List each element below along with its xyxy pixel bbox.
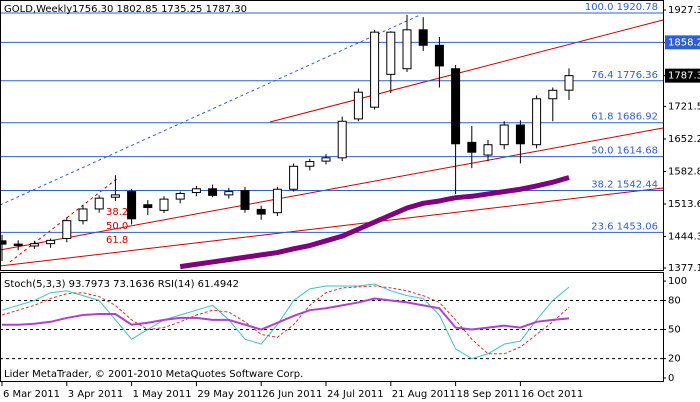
candle-body (467, 141, 477, 153)
x-tick-label: 3 Apr 2011 (68, 389, 123, 400)
candle-body (370, 31, 380, 108)
candle-body (499, 124, 509, 146)
trend-line (0, 14, 421, 206)
fib-label: 61.8 1686.92 (591, 112, 658, 123)
y-tick-label: 1444.30 (668, 231, 700, 242)
fib-small-label: 38.2 (106, 207, 128, 218)
candle-body (175, 192, 185, 200)
y-tick-label: 1582.84 (668, 167, 700, 178)
y-tick-label: 1377.10 (668, 263, 700, 274)
trend-line (0, 187, 664, 267)
price-label-box (665, 35, 700, 50)
fib-line (9, 177, 119, 263)
price-label-box (665, 68, 700, 83)
candle-body (353, 91, 363, 120)
candle-body (29, 243, 39, 247)
fib-label: 38.2 1542.44 (591, 179, 658, 190)
trend-line (0, 127, 664, 251)
x-tick-label: 21 Aug 2011 (392, 389, 456, 400)
ohlc-header: 1756.30 1802.85 1735.25 1787.30 (72, 4, 247, 15)
y-tick-label: 1652.20 (668, 134, 700, 145)
candle-body (62, 220, 72, 239)
candle-body (224, 191, 234, 196)
candle-body (418, 29, 428, 46)
indicator-line (1, 285, 570, 355)
candle-body (289, 165, 299, 190)
y-tick-label: 20 (668, 354, 681, 365)
candle-body (305, 161, 315, 167)
y-tick-label: 1787.30 (668, 71, 700, 82)
x-tick-label: 1 May 2011 (133, 389, 192, 400)
candle-body (159, 198, 169, 211)
chart-title: GOLD,Weekly (4, 4, 72, 15)
footer: Lider MetaTrader, © 2001-2010 MetaQuotes… (4, 369, 303, 380)
candle-body (337, 120, 347, 159)
x-tick-label: 24 Jul 2011 (327, 389, 384, 400)
x-tick-label: 16 Oct 2011 (521, 389, 583, 400)
indicator-panel-border (0, 272, 664, 382)
x-tick-label: 29 May 2011 (197, 389, 262, 400)
candle-body (272, 188, 282, 214)
candle-body (515, 124, 525, 145)
candle-body (240, 190, 250, 210)
main-panel-border (0, 0, 664, 271)
fib-small-label: 61.8 (106, 235, 128, 246)
indicator-title: Stoch(5,3,3) 93.7973 73.1636 RSI(14) 61.… (4, 279, 239, 290)
y-tick-label: 0 (668, 373, 674, 384)
candle-body (0, 240, 7, 245)
fib-small-label: 50.0 (106, 221, 128, 232)
candle-body (402, 29, 412, 70)
candle-body (548, 89, 558, 100)
fib-label: 76.4 1776.36 (591, 70, 658, 81)
fib-label: 50.0 1614.68 (591, 146, 658, 157)
y-tick-label: 50 (668, 325, 681, 336)
candle-body (191, 188, 201, 194)
trend-line (269, 19, 664, 123)
y-tick-label: 80 (668, 295, 681, 306)
candle-body (46, 239, 56, 245)
candle-body (321, 157, 331, 162)
candle-body (564, 75, 574, 91)
candle-body (110, 194, 120, 198)
moving-average (179, 175, 570, 270)
x-tick-label: 18 Sep 2011 (457, 389, 520, 400)
candle-body (434, 44, 444, 67)
fib-label: 23.6 1453.06 (591, 221, 658, 232)
y-tick-label: 1858.24 (668, 37, 700, 48)
candle-body (13, 243, 23, 247)
indicator-line (2, 297, 570, 331)
x-tick-label: 6 Mar 2011 (3, 389, 60, 400)
candle-body (143, 204, 153, 209)
candle-body (256, 208, 266, 215)
y-tick-label: 1927.30 (668, 5, 700, 16)
trend-lines (0, 14, 664, 267)
x-tick-label: 26 Jun 2011 (262, 389, 322, 400)
indicator-line (1, 283, 570, 360)
candle-body (451, 68, 461, 145)
candle-body (483, 144, 493, 156)
y-tick-label: 1513.60 (668, 199, 700, 210)
candle-body (78, 208, 88, 222)
candle-body (386, 31, 396, 75)
candle-body (127, 191, 137, 220)
y-tick-label: 1721.56 (668, 101, 700, 112)
candle-body (532, 98, 542, 146)
candle-body (208, 188, 218, 196)
fib-label: 100.0 1920.78 (585, 2, 658, 13)
y-tick-label: 100 (668, 276, 687, 287)
candle-body (94, 197, 104, 210)
